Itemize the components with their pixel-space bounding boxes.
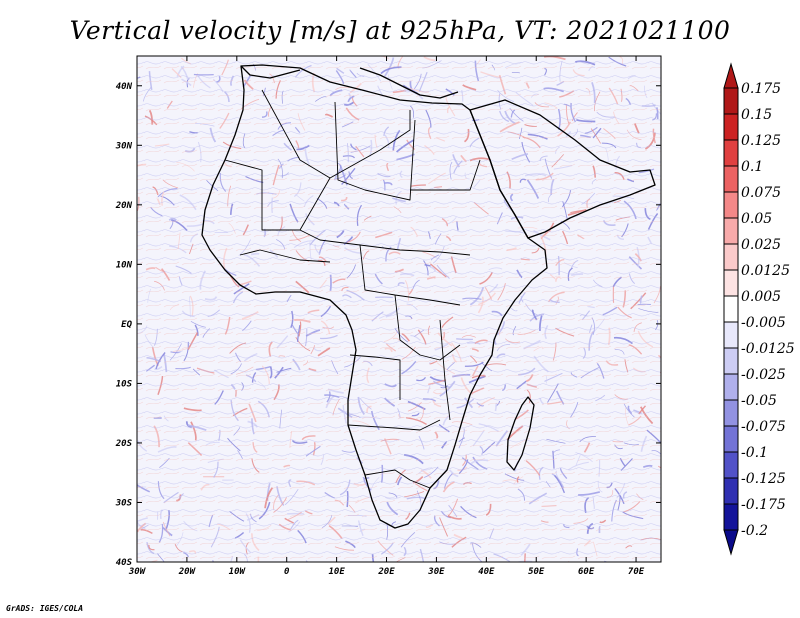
lat-label: 10N (116, 260, 133, 270)
lat-label: 40S (116, 558, 133, 568)
colorbar (723, 62, 739, 556)
colorbar-label: -0.05 (741, 393, 777, 409)
colorbar-segment (723, 503, 739, 531)
lon-label: 70E (628, 567, 645, 577)
lon-label: 30E (427, 567, 445, 577)
madagascar-coastline (506, 396, 535, 471)
colorbar-label: 0.05 (741, 211, 772, 227)
lon-label: 30W (128, 567, 147, 577)
colorbar-label: -0.175 (741, 497, 786, 513)
lat-label: 30N (115, 141, 133, 151)
colorbar-segment (723, 269, 739, 297)
colorbar-segment (723, 399, 739, 427)
colorbar-segment (723, 217, 739, 245)
colorbar-label: 0.0125 (741, 263, 790, 279)
colorbar-segment (723, 451, 739, 479)
colorbar-label: 0.005 (741, 289, 781, 305)
lat-label: 10S (116, 379, 133, 389)
lat-label: 40N (116, 82, 133, 92)
colorbar-label: -0.075 (741, 419, 786, 435)
colorbar-segment (723, 477, 739, 505)
colorbar-label: -0.125 (741, 471, 786, 487)
lon-label: 0 (284, 567, 290, 577)
colorbar-label: 0.1 (741, 159, 763, 175)
lon-label: 60E (578, 567, 595, 577)
latitude-axis: 40N 30N 20N 10N EQ 10S 20S 30S 40S (115, 82, 661, 568)
chart-title: Vertical velocity [m/s] at 925hPa, VT: 2… (69, 16, 731, 45)
colorbar-segment (723, 139, 739, 167)
lat-label: 30S (115, 498, 133, 508)
grads-credit: GrADS: IGES/COLA (6, 604, 84, 613)
colorbar-bottom-arrow (723, 529, 739, 556)
colorbar-segment (723, 243, 739, 271)
lat-label: 20N (115, 201, 133, 211)
lon-label: 50E (528, 567, 545, 577)
colorbar-segment (723, 191, 739, 219)
colorbar-segment (723, 113, 739, 141)
colorbar-segment (723, 295, 739, 323)
colorbar-segment (723, 321, 739, 349)
colorbar-segment (723, 347, 739, 375)
arabia-coastline (469, 99, 656, 239)
colorbar-segment (723, 425, 739, 453)
colorbar-label: -0.1 (741, 445, 768, 461)
colorbar-label: 0.075 (741, 185, 781, 201)
longitude-axis: 30W 20W 10W 0 10E 20E 30E 40E 50E 60E 70E (128, 56, 645, 577)
lon-label: 10E (328, 567, 345, 577)
colorbar-segment (723, 87, 739, 115)
colorbar-label: -0.2 (741, 523, 768, 539)
colorbar-label: -0.025 (741, 367, 786, 383)
coastlines (201, 64, 656, 529)
lon-label: 20W (178, 567, 197, 577)
lon-label: 20E (377, 567, 395, 577)
colorbar-segment (723, 165, 739, 193)
plot-frame (136, 55, 662, 563)
lat-label: 20S (115, 439, 133, 449)
colorbar-labels: 0.175 0.15 0.125 0.1 0.075 0.05 0.025 0.0125 0.0… (741, 81, 795, 539)
lon-label: 10W (229, 567, 247, 577)
colorbar-segment (723, 373, 739, 401)
colorbar-label: -0.0125 (741, 341, 795, 357)
colorbar-top-arrow (723, 62, 739, 89)
lat-label: EQ (121, 320, 132, 330)
colorbar-label: 0.125 (741, 133, 781, 149)
lon-label: 40E (478, 567, 495, 577)
colorbar-label: 0.025 (741, 237, 781, 253)
colorbar-label: 0.15 (741, 107, 772, 123)
colorbar-label: 0.175 (741, 81, 781, 97)
colorbar-label: -0.005 (741, 315, 786, 331)
